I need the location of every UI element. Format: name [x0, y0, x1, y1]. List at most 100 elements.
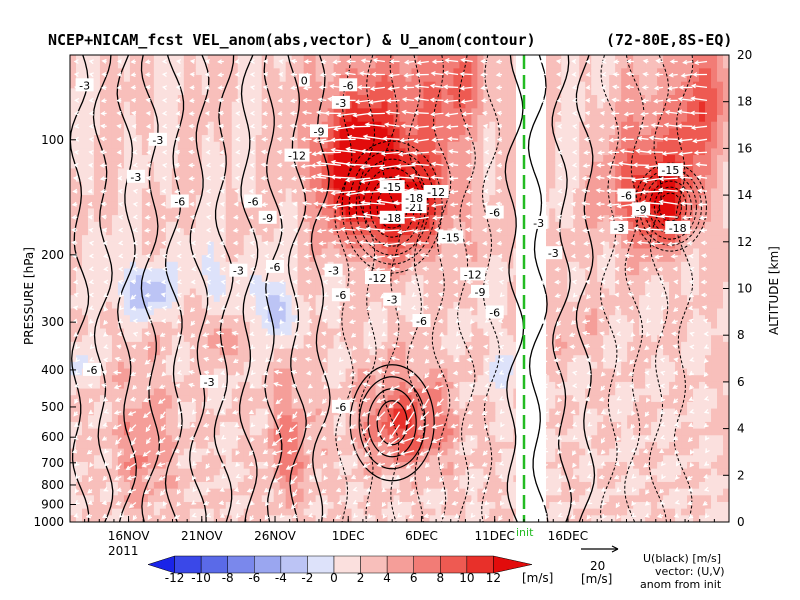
field-cell	[405, 88, 413, 96]
field-cell	[165, 208, 173, 216]
field-cell	[387, 475, 395, 483]
field-cell	[159, 375, 167, 383]
field-cell	[441, 208, 449, 216]
field-cell	[315, 361, 323, 370]
field-cell	[471, 421, 478, 430]
field-cell	[105, 81, 113, 89]
field-cell	[429, 348, 437, 356]
field-cell	[483, 195, 490, 203]
field-cell	[105, 495, 113, 503]
field-cell	[225, 448, 233, 456]
field-cell	[297, 135, 305, 143]
field-cell	[87, 195, 95, 203]
field-cell	[231, 201, 239, 210]
field-cell	[165, 181, 173, 190]
field-cell	[465, 328, 472, 336]
field-cell	[147, 315, 155, 323]
field-cell	[315, 308, 323, 316]
field-cell	[327, 381, 335, 390]
field-cell	[267, 361, 275, 370]
field-cell	[321, 281, 329, 290]
field-cell	[291, 195, 299, 203]
field-cell	[315, 408, 323, 416]
field-cell	[411, 461, 419, 470]
field-cell	[357, 515, 365, 522]
field-cell	[405, 128, 413, 136]
field-cell	[147, 121, 155, 129]
field-cell	[405, 508, 413, 516]
field-cell	[117, 155, 125, 163]
field-cell	[339, 468, 347, 476]
field-cell	[111, 375, 119, 383]
field-cell	[267, 455, 275, 463]
field-cell	[291, 515, 299, 522]
field-cell	[321, 181, 329, 190]
field-cell	[219, 268, 227, 276]
field-cell	[429, 461, 437, 470]
field-cell	[405, 315, 413, 323]
field-cell	[207, 248, 215, 256]
field-cell	[303, 395, 311, 403]
field-cell	[135, 181, 143, 190]
field-cell	[93, 455, 101, 463]
field-cell	[189, 328, 197, 336]
field-cell	[165, 288, 173, 296]
field-cell	[441, 321, 449, 330]
field-cell	[195, 428, 203, 436]
field-cell	[213, 135, 221, 143]
field-cell	[93, 515, 101, 522]
field-cell	[411, 101, 419, 109]
field-cell	[249, 335, 257, 343]
field-cell	[297, 335, 305, 343]
field-cell	[477, 448, 484, 456]
field-cell	[285, 68, 293, 76]
field-cell	[357, 221, 365, 230]
field-cell	[399, 141, 407, 149]
field-cell	[111, 415, 119, 423]
field-cell	[459, 108, 466, 116]
field-cell	[219, 108, 227, 116]
field-cell	[75, 435, 83, 443]
field-cell	[189, 208, 197, 216]
field-cell	[105, 188, 113, 196]
field-cell	[339, 175, 347, 183]
field-cell	[237, 495, 245, 503]
field-cell	[369, 255, 377, 263]
field-cell	[243, 115, 251, 123]
field-cell	[93, 468, 101, 476]
field-cell	[171, 421, 179, 430]
field-cell	[219, 401, 227, 410]
field-cell	[291, 408, 299, 416]
field-cell	[123, 501, 131, 510]
field-cell	[207, 61, 215, 69]
field-cell	[267, 108, 275, 116]
field-cell	[303, 501, 311, 510]
field-cell	[141, 321, 149, 330]
field-cell	[429, 508, 437, 516]
field-cell	[435, 261, 443, 270]
field-cell	[339, 281, 347, 290]
field-cell	[135, 295, 143, 303]
field-cell	[147, 95, 155, 103]
field-cell	[279, 101, 287, 109]
field-cell	[141, 75, 149, 83]
field-cell	[99, 221, 107, 230]
field-cell	[489, 368, 496, 376]
field-cell	[399, 301, 407, 310]
field-cell	[201, 481, 209, 490]
field-cell	[159, 261, 167, 270]
field-cell	[333, 108, 341, 116]
field-cell	[333, 488, 341, 496]
field-cell	[309, 381, 317, 390]
field-cell	[153, 68, 161, 76]
field-cell	[183, 235, 191, 243]
field-cell	[459, 221, 466, 230]
field-cell	[153, 75, 161, 83]
field-cell	[399, 348, 407, 356]
field-cell	[87, 115, 95, 123]
field-cell	[123, 135, 131, 143]
field-cell	[387, 381, 395, 390]
field-cell	[93, 421, 101, 430]
field-cell	[135, 368, 143, 376]
field-cell	[123, 101, 131, 109]
